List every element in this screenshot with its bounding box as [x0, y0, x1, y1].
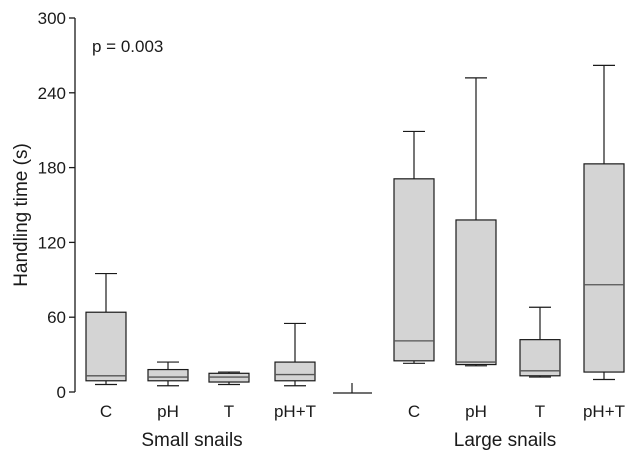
category-label: pH+T [583, 402, 625, 421]
box-1-0 [393, 130, 435, 364]
iqr-box [393, 178, 435, 362]
iqr-box [519, 339, 561, 377]
iqr-box [274, 361, 316, 382]
category-label: C [408, 402, 420, 421]
box-1-3 [583, 64, 625, 381]
y-axis: 0 60 120 180 240 300 [38, 9, 76, 402]
y-tick-label: 240 [38, 84, 66, 103]
category-label: T [224, 402, 234, 421]
box-1-1 [455, 77, 497, 367]
category-label: C [100, 402, 112, 421]
category-label: pH+T [274, 402, 316, 421]
y-tick-label: 120 [38, 233, 66, 252]
category-label: T [535, 402, 545, 421]
iqr-box [85, 311, 127, 382]
iqr-box [147, 368, 189, 382]
y-tick-label: 300 [38, 9, 66, 28]
category-label: pH [157, 402, 179, 421]
y-tick-label: 60 [47, 308, 66, 327]
boxplot-boxes [85, 64, 625, 394]
y-axis-title: Handling time (s) [11, 143, 32, 287]
category-label: pH [465, 402, 487, 421]
box-0-3 [274, 322, 316, 387]
p-value-annotation: p = 0.003 [92, 37, 163, 56]
box-0-1 [147, 361, 189, 387]
group-label: Large snails [454, 430, 556, 451]
box-1-2 [519, 306, 561, 378]
y-tick-label: 180 [38, 159, 66, 178]
y-tick-label: 0 [57, 383, 66, 402]
group-label: Small snails [141, 430, 242, 451]
iqr-box [583, 163, 625, 373]
box-0-0 [85, 272, 127, 386]
iqr-box [455, 219, 497, 366]
box-0-2 [208, 371, 250, 386]
